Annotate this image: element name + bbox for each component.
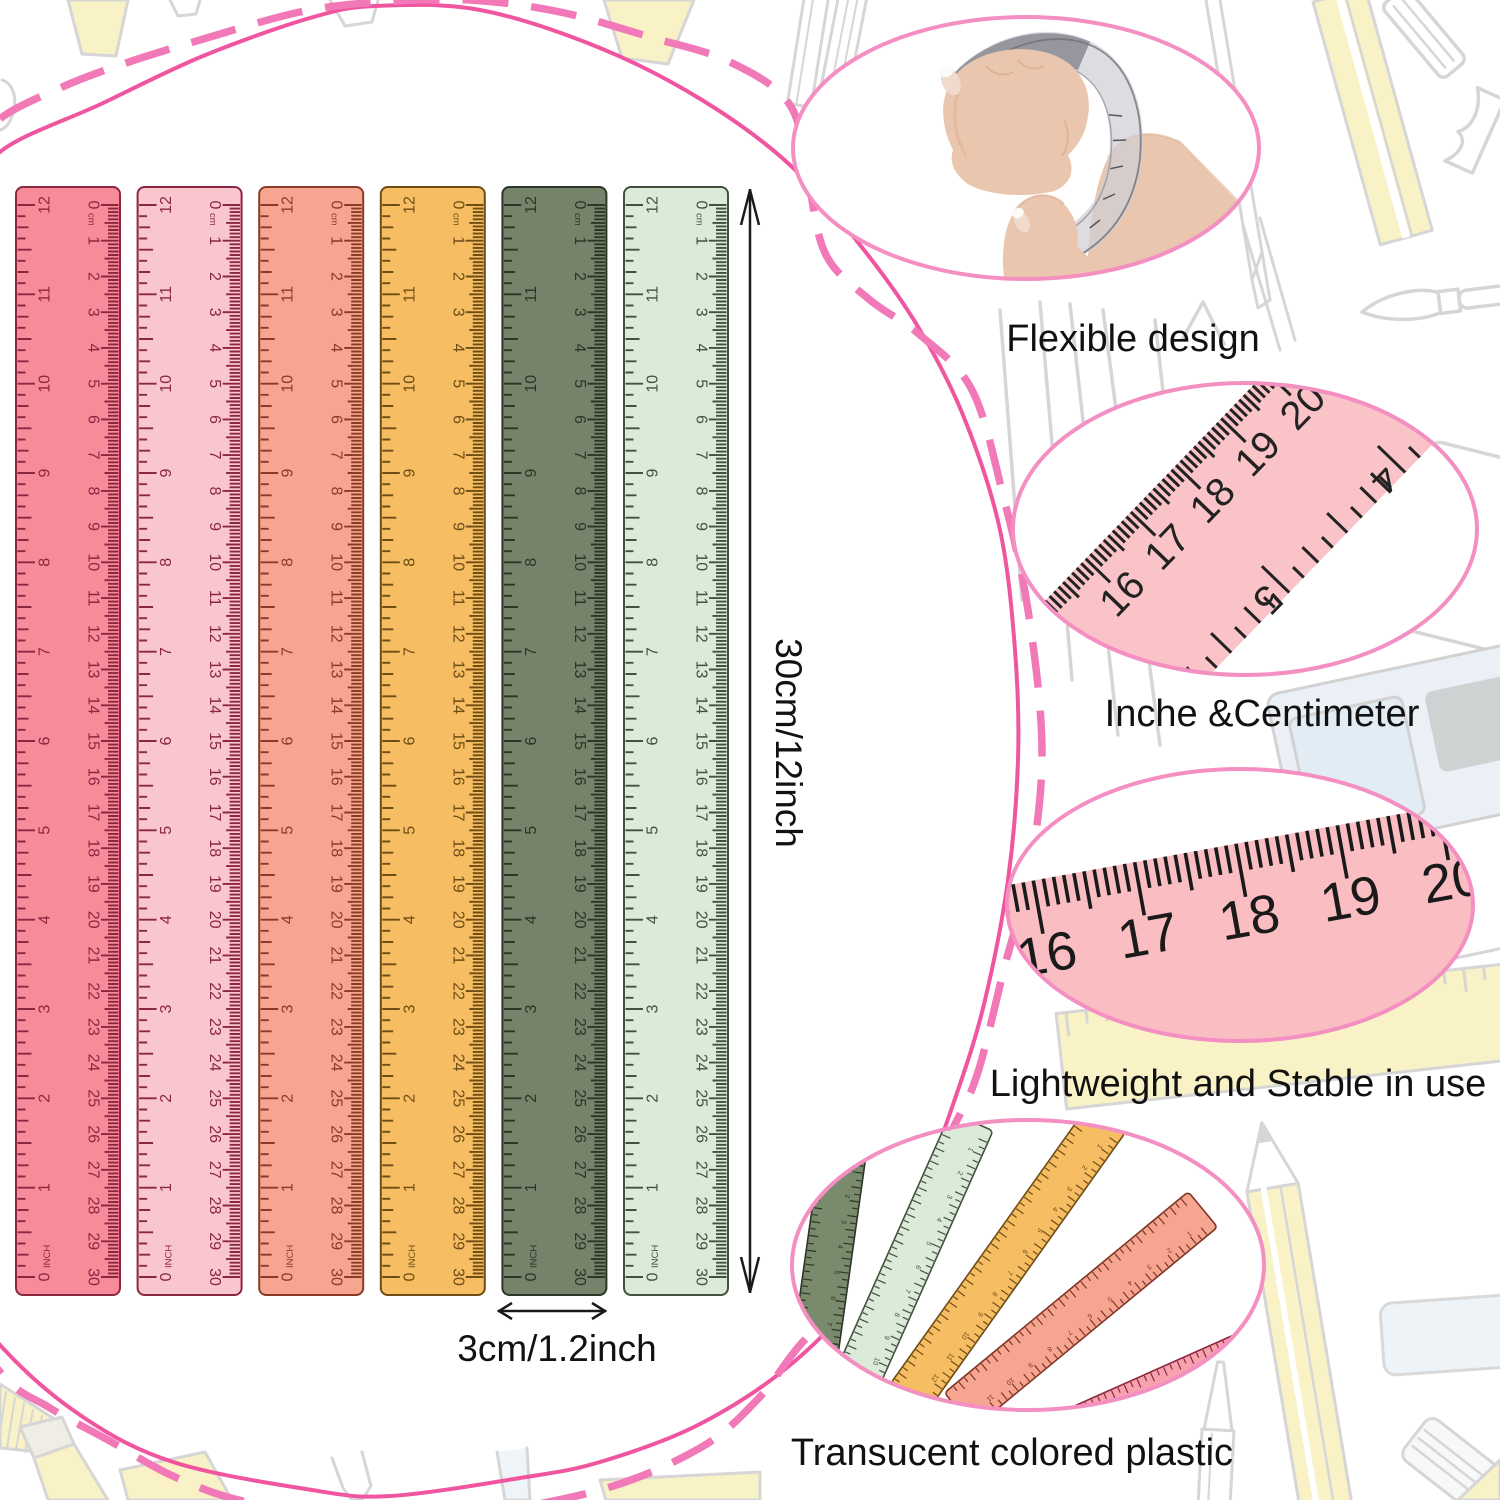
svg-text:2: 2 [843, 1194, 850, 1199]
svg-text:9: 9 [1026, 1360, 1034, 1368]
svg-text:18: 18 [1214, 883, 1284, 953]
svg-text:4: 4 [836, 1244, 843, 1249]
svg-text:5: 5 [1035, 1226, 1043, 1233]
svg-text:8: 8 [1045, 1345, 1053, 1353]
svg-text:9: 9 [976, 1310, 984, 1317]
svg-text:5: 5 [832, 1270, 839, 1275]
svg-text:17: 17 [1113, 901, 1183, 971]
svg-text:6: 6 [1086, 1311, 1094, 1319]
svg-text:10: 10 [1005, 1376, 1016, 1386]
svg-text:9: 9 [882, 1334, 890, 1341]
svg-text:10: 10 [960, 1330, 970, 1340]
svg-text:8: 8 [892, 1311, 900, 1318]
svg-text:3: 3 [1145, 1263, 1153, 1271]
svg-text:8: 8 [990, 1290, 998, 1297]
svg-text:6: 6 [1020, 1248, 1028, 1255]
svg-text:2: 2 [955, 1170, 963, 1177]
svg-text:7: 7 [1005, 1269, 1013, 1276]
svg-text:4: 4 [1051, 1205, 1059, 1212]
svg-text:1: 1 [1095, 1143, 1103, 1150]
svg-text:6: 6 [829, 1296, 836, 1301]
svg-text:Inche &Centimeter: Inche &Centimeter [1105, 693, 1420, 735]
svg-text:Flexible design: Flexible design [1006, 318, 1259, 360]
svg-text:5: 5 [1106, 1295, 1114, 1303]
svg-text:11: 11 [945, 1351, 955, 1361]
svg-text:1: 1 [966, 1146, 974, 1153]
svg-text:2: 2 [1080, 1164, 1088, 1171]
svg-text:10: 10 [871, 1356, 881, 1366]
svg-text:11: 11 [985, 1392, 995, 1402]
svg-text:3cm/1.2inch: 3cm/1.2inch [457, 1328, 657, 1369]
svg-text:30cm/12inch: 30cm/12inch [768, 638, 809, 848]
svg-text:7: 7 [825, 1322, 832, 1327]
svg-text:1: 1 [1185, 1229, 1193, 1237]
svg-text:7: 7 [1065, 1328, 1073, 1336]
svg-text:12: 12 [929, 1372, 939, 1382]
svg-text:19: 19 [1316, 864, 1386, 934]
svg-text:4: 4 [935, 1216, 943, 1223]
svg-text:3: 3 [1065, 1185, 1073, 1192]
svg-text:2: 2 [1165, 1246, 1173, 1254]
svg-text:6: 6 [914, 1264, 922, 1271]
svg-text:5: 5 [924, 1240, 932, 1247]
svg-text:Lightweight and Stable in use: Lightweight and Stable in use [990, 1063, 1486, 1105]
svg-text:3: 3 [839, 1220, 846, 1225]
svg-text:7: 7 [903, 1288, 911, 1295]
svg-text:4: 4 [1126, 1278, 1134, 1286]
svg-text:Transucent colored plastic: Transucent colored plastic [791, 1432, 1233, 1474]
svg-text:3: 3 [945, 1193, 953, 1200]
